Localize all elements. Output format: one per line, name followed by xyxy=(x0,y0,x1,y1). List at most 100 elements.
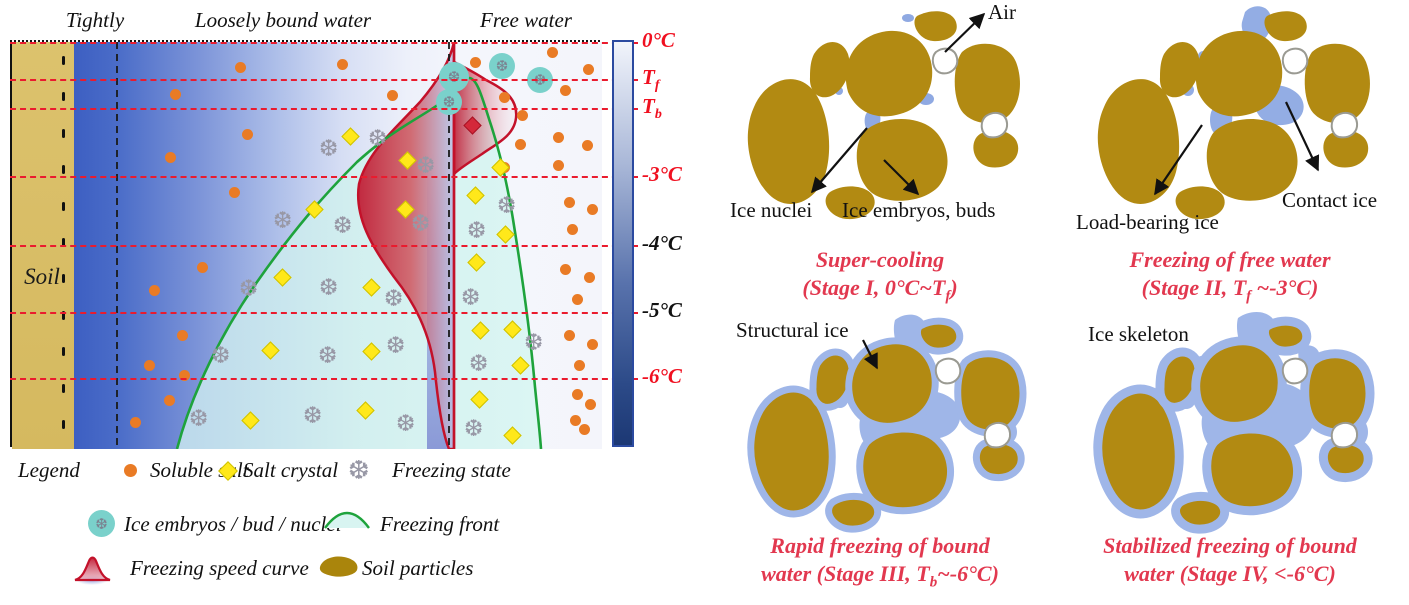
air-bubbles xyxy=(1281,357,1359,449)
soluble-salt-marker xyxy=(564,197,575,208)
stage-3-panel: Structural ice Rapid freezing of bound w… xyxy=(700,300,1060,605)
label-load-bearing-ice: Load-bearing ice xyxy=(1076,210,1219,234)
freezing-state-marker: ❆ xyxy=(319,136,339,162)
soluble-salt-marker xyxy=(553,132,564,143)
salt-crystal-marker xyxy=(471,321,490,340)
salt-crystal-marker xyxy=(466,186,485,205)
freezing-speed-icon xyxy=(74,556,111,585)
soluble-salt-marker xyxy=(572,389,583,400)
soluble-salt-marker xyxy=(567,224,578,235)
soil-tick xyxy=(62,201,65,211)
marker-layer: ❆ ❆ ❆ ❆ ❆ ❆ ❆ ❆ ❆ ❆ ❆ ❆ ❆ ❆ ❆ ❆ ❆ ❆ ❆ ❆ ❆ ❆ ❆ ❆ ❆ xyxy=(12,42,602,449)
stage-2-caption: Freezing of free water (Stage II, Tf ~-3… xyxy=(1129,247,1331,305)
annotation-arrows xyxy=(810,12,986,196)
soluble-salt-marker xyxy=(587,339,598,350)
legend-freezing-state: Freezing state xyxy=(392,458,511,482)
soil-tick xyxy=(62,165,65,175)
soluble-salt-marker xyxy=(164,395,175,406)
zone-label-tightly: Tightly xyxy=(65,8,125,32)
label-ice-embryos-buds: Ice embryos, buds xyxy=(842,198,996,222)
freezing-state-marker: ❆ xyxy=(411,211,431,237)
freezing-state-marker: ❆ xyxy=(368,126,388,152)
soil-label: Soil xyxy=(24,264,60,289)
temp-label: -3°C xyxy=(642,161,682,186)
salt-crystal-marker xyxy=(496,225,515,244)
legend-salt-crystal: Salt crystal xyxy=(243,458,339,482)
salt-crystal-marker xyxy=(305,200,324,219)
zone-label-loosely: Loosely bound water xyxy=(194,8,372,32)
soluble-salt-marker xyxy=(560,85,571,96)
legend-freezing-speed: Freezing speed curve xyxy=(130,556,309,580)
soil-particles xyxy=(747,11,1020,220)
salt-crystal-marker xyxy=(511,356,530,375)
annotation-arrows xyxy=(1154,101,1320,196)
label-structural-ice: Structural ice xyxy=(736,318,849,342)
ice-embryo-marker: ❆ xyxy=(439,62,469,92)
freezing-state-marker: ❆ xyxy=(239,276,259,302)
freezing-state-marker: ❆ xyxy=(524,330,544,356)
soluble-salt-marker xyxy=(547,47,558,58)
soluble-salt-marker xyxy=(499,92,510,103)
soluble-salt-marker xyxy=(515,139,526,150)
soluble-salt-marker xyxy=(570,415,581,426)
salt-crystal-marker xyxy=(503,320,522,339)
salt-crystal-marker xyxy=(470,390,489,409)
soluble-salt-marker xyxy=(583,64,594,75)
soluble-salt-marker xyxy=(564,330,575,341)
soluble-salt-marker xyxy=(337,59,348,70)
soil-tick xyxy=(62,238,65,247)
ice-embryo-marker: ❆ xyxy=(489,53,515,79)
freezing-state-marker: ❆ xyxy=(461,285,481,311)
label-air: Air xyxy=(988,0,1016,24)
soil-tick xyxy=(62,383,65,393)
freezing-state-icon: ❆ xyxy=(348,456,370,486)
ice-embryo-icon: ❆ xyxy=(88,510,115,537)
soluble-salt-marker xyxy=(470,57,481,68)
soluble-salt-marker xyxy=(582,140,593,151)
freezing-state-marker: ❆ xyxy=(416,153,436,179)
salt-crystal-marker xyxy=(398,151,417,170)
temp-label: 0°C xyxy=(642,28,675,53)
freezing-speed-region-right xyxy=(452,59,518,178)
legend-title: Legend xyxy=(18,458,80,482)
soil-tick xyxy=(62,128,65,138)
soluble-salt-marker xyxy=(197,262,208,273)
speed-peak-marker xyxy=(463,116,482,135)
freezing-state-marker: ❆ xyxy=(386,333,406,359)
salt-crystal-marker xyxy=(467,253,486,272)
stage-1-panel: Air Ice nuclei Ice embryos, buds Super-c… xyxy=(700,0,1060,310)
soil-tick xyxy=(62,92,65,102)
freezing-state-marker: ❆ xyxy=(273,208,293,234)
soil-particles-rimmed xyxy=(747,317,1027,533)
soil-particle-icon xyxy=(319,556,358,577)
salt-crystal-marker xyxy=(341,127,360,146)
stage-2-panel: Load-bearing ice Contact ice Freezing of… xyxy=(1050,0,1409,310)
soluble-salt-marker xyxy=(235,62,246,73)
legend-freezing-front: Freezing front xyxy=(380,512,500,536)
stage-4-illustration xyxy=(1093,312,1375,534)
soil-particles xyxy=(1097,11,1370,220)
soil-tick xyxy=(62,310,65,320)
zone-label-free-water: Free water xyxy=(480,8,572,32)
temp-label: -6°C xyxy=(642,364,682,389)
stage-1-illustration xyxy=(747,11,1020,220)
soluble-salt-marker xyxy=(130,417,141,428)
soluble-salt-icon xyxy=(124,464,137,477)
freezing-state-marker: ❆ xyxy=(464,416,484,442)
label-contact-ice: Contact ice xyxy=(1282,188,1378,212)
freezing-state-marker: ❆ xyxy=(469,351,489,377)
freezing-state-marker: ❆ xyxy=(189,406,209,432)
soluble-salt-marker xyxy=(572,294,583,305)
stage-1-caption: Super-cooling (Stage I, 0°C~Tf) xyxy=(802,247,958,305)
soluble-salt-marker xyxy=(560,264,571,275)
freezing-state-marker: ❆ xyxy=(211,343,231,369)
soil-tick xyxy=(62,274,65,284)
temp-label: Tf xyxy=(642,64,660,93)
temp-label: Tb xyxy=(642,93,662,123)
label-ice-nuclei: Ice nuclei xyxy=(730,198,813,222)
soluble-salt-marker xyxy=(144,360,155,371)
freezing-plot: Soil ❆ ❆ ❆ ❆ ❆ ❆ ❆ ❆ ❆ ❆ ❆ ❆ ❆ ❆ ❆ ❆ ❆ ❆ ❆ ❆ ❆ ❆ ❆ ❆ ❆ xyxy=(10,40,602,449)
salt-crystal-marker xyxy=(503,426,522,445)
soluble-salt-marker xyxy=(242,129,253,140)
